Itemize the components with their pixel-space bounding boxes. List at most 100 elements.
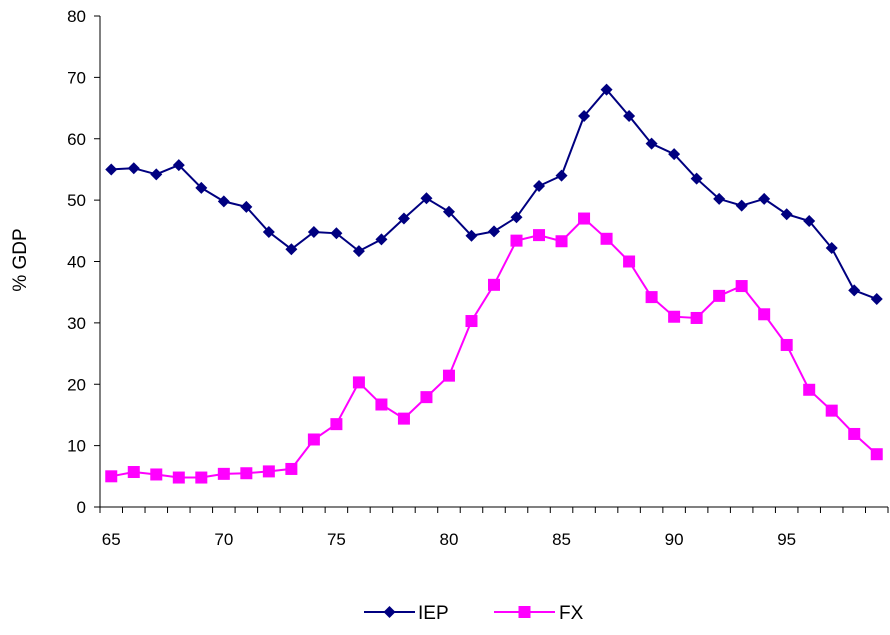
data-point-fx (127, 466, 140, 479)
x-tick-label: 80 (440, 530, 459, 549)
y-tick-label: 10 (67, 437, 86, 456)
data-point-fx (330, 418, 343, 431)
data-point-iep (870, 292, 883, 305)
data-point-iep (758, 192, 771, 205)
data-point-fx (645, 291, 658, 304)
data-point-fx (870, 448, 883, 461)
data-point-fx (735, 280, 748, 293)
data-point-fx (668, 310, 681, 323)
legend-item-iep: IEP (364, 603, 449, 624)
data-point-iep (600, 83, 613, 96)
series-layer (105, 83, 883, 484)
data-point-iep (803, 214, 816, 227)
data-point-fx (442, 369, 455, 382)
y-tick-label: 50 (67, 191, 86, 210)
data-point-fx (600, 232, 613, 245)
data-point-iep (397, 212, 410, 225)
data-point-fx (533, 229, 546, 242)
y-tick-label: 30 (67, 314, 86, 333)
data-point-iep (668, 148, 681, 161)
data-point-iep (488, 225, 500, 238)
data-point-fx (172, 471, 185, 484)
series-line-fx (111, 217, 878, 479)
data-point-iep (442, 205, 455, 218)
data-point-fx (262, 465, 275, 478)
data-point-fx (713, 289, 726, 302)
data-point-fx (488, 278, 500, 291)
data-point-iep (645, 137, 658, 150)
data-point-fx (217, 467, 230, 480)
legend-label: IEP (418, 603, 449, 624)
data-point-iep (172, 159, 185, 172)
data-point-iep (240, 200, 253, 213)
y-tick-label: 60 (67, 130, 86, 149)
data-point-fx (780, 338, 793, 351)
data-point-iep (510, 211, 523, 224)
y-tick-label: 80 (67, 7, 86, 26)
data-point-fx (195, 471, 208, 484)
x-tick-label: 85 (552, 530, 571, 549)
data-point-fx (825, 404, 838, 417)
data-point-iep (127, 162, 140, 175)
x-axis: 65 70 75 80 85 90 95 (99, 506, 889, 549)
data-point-iep (735, 199, 748, 212)
y-tick-label: 20 (67, 375, 86, 394)
legend-marker (518, 606, 531, 618)
legend-item-fx: FX (494, 603, 584, 624)
data-point-iep (150, 168, 163, 181)
data-point-fx (352, 376, 365, 389)
y-axis-title: % GDP (10, 228, 31, 291)
data-point-fx (397, 412, 410, 425)
data-point-iep (848, 284, 861, 297)
y-axis: 0 10 20 30 40 50 60 70 80 (67, 7, 101, 517)
series-line-iep (111, 88, 878, 300)
data-point-fx (758, 308, 771, 321)
data-point-fx (848, 427, 861, 440)
data-point-iep (578, 110, 591, 123)
x-tick-label: 90 (665, 530, 684, 549)
data-point-fx (285, 462, 298, 475)
data-point-fx (510, 234, 523, 247)
data-point-fx (420, 391, 433, 404)
data-point-iep (713, 192, 726, 205)
y-tick-label: 70 (67, 68, 86, 87)
data-point-fx (555, 235, 568, 248)
series-iep (105, 83, 883, 305)
data-point-iep (825, 241, 838, 254)
data-point-iep (195, 181, 208, 194)
series-fx (105, 212, 883, 484)
data-point-fx (307, 433, 320, 446)
data-point-fx (803, 383, 816, 396)
data-point-fx (578, 212, 591, 225)
data-point-iep (623, 110, 636, 123)
y-tick-label: 0 (77, 498, 86, 517)
data-point-iep (285, 243, 298, 256)
data-point-iep (105, 163, 118, 176)
data-point-fx (240, 467, 253, 480)
data-point-fx (105, 470, 118, 483)
x-tick-label: 95 (777, 530, 796, 549)
data-point-iep (780, 208, 793, 221)
x-tick-label: 75 (327, 530, 346, 549)
data-point-iep (330, 227, 343, 240)
x-tick-label: 65 (102, 530, 121, 549)
legend: IEP FX (364, 603, 584, 624)
data-point-fx (690, 311, 703, 324)
data-point-iep (420, 192, 433, 205)
x-tick-label: 70 (214, 530, 233, 549)
data-point-iep (690, 172, 703, 185)
legend-label: FX (559, 603, 584, 624)
legend-marker (383, 606, 396, 618)
data-point-iep (262, 226, 275, 239)
data-point-fx (465, 315, 478, 328)
data-point-iep (375, 233, 388, 246)
data-point-iep (307, 226, 320, 239)
data-point-iep (465, 229, 478, 242)
data-point-fx (375, 398, 388, 411)
data-point-fx (150, 468, 163, 481)
data-point-iep (352, 245, 365, 258)
data-point-fx (623, 255, 636, 268)
data-point-iep (555, 169, 568, 182)
data-point-iep (217, 195, 230, 208)
